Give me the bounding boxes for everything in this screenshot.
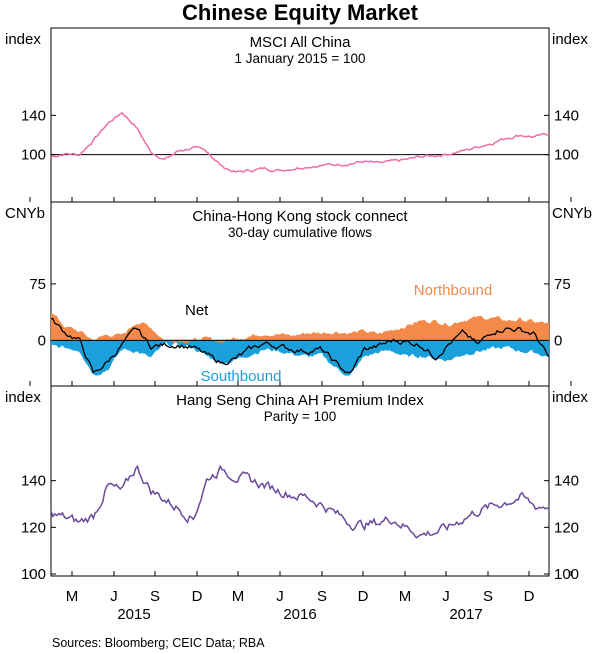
y-unit-label-right: index — [552, 389, 588, 406]
month-tick-label: M — [399, 588, 412, 605]
series-northbound-area — [51, 313, 549, 344]
month-tick-label: J — [442, 588, 450, 605]
y-tick-label-right: 140 — [554, 107, 579, 124]
y-tick-label-left: 140 — [21, 473, 46, 490]
panel-title: Hang Seng China AH Premium Index — [176, 392, 424, 409]
month-tick-label: M — [66, 588, 79, 605]
series-southbound-area — [51, 340, 549, 376]
y-unit-label-left: index — [5, 389, 41, 406]
annotation-southbound: Southbound — [201, 368, 282, 385]
month-tick-label: D — [358, 588, 369, 605]
y-tick-label-left: 0 — [38, 332, 46, 349]
y-tick-label-right: 140 — [554, 473, 579, 490]
y-tick-label-left: 100 — [21, 147, 46, 164]
panel-title: China-Hong Kong stock connect — [192, 208, 408, 225]
month-tick-label: S — [317, 588, 327, 605]
y-unit-label-left: CNYb — [5, 205, 45, 222]
annotation-northbound: Northbound — [414, 282, 492, 299]
panel-subtitle: 30-day cumulative flows — [228, 225, 372, 240]
y-unit-label-left: index — [5, 31, 41, 48]
y-tick-label-right: 100 — [554, 566, 579, 583]
y-tick-label-right: 120 — [554, 519, 579, 536]
month-tick-label: M — [232, 588, 245, 605]
year-tick-label: 2015 — [117, 606, 150, 623]
y-tick-label-left: 75 — [29, 276, 46, 293]
source-note: Sources: Bloomberg; CEIC Data; RBA — [52, 636, 265, 650]
panel-subtitle: Parity = 100 — [264, 409, 336, 424]
series-msci-line — [50, 111, 550, 173]
series-ah-premium-line — [50, 464, 550, 539]
y-tick-label-left: 140 — [21, 107, 46, 124]
series-net-line — [50, 317, 550, 374]
panel-title: MSCI All China — [250, 34, 352, 51]
month-tick-label: D — [524, 588, 535, 605]
y-tick-label-right: 75 — [554, 276, 571, 293]
y-tick-label-left: 100 — [21, 566, 46, 583]
month-tick-label: S — [483, 588, 493, 605]
year-tick-label: 2017 — [449, 606, 482, 623]
figure-title: Chinese Equity Market — [182, 0, 419, 25]
month-tick-label: D — [192, 588, 203, 605]
y-tick-label-right: 100 — [554, 147, 579, 164]
month-tick-label: J — [110, 588, 118, 605]
annotation-net: Net — [185, 302, 209, 319]
month-tick-label: S — [150, 588, 160, 605]
year-tick-label: 2016 — [283, 606, 316, 623]
month-tick-label: J — [276, 588, 284, 605]
y-tick-label-right: 0 — [554, 332, 562, 349]
panel-subtitle: 1 January 2015 = 100 — [235, 51, 366, 66]
y-unit-label-right: CNYb — [552, 205, 592, 222]
y-unit-label-right: index — [552, 31, 588, 48]
y-tick-label-left: 120 — [21, 519, 46, 536]
